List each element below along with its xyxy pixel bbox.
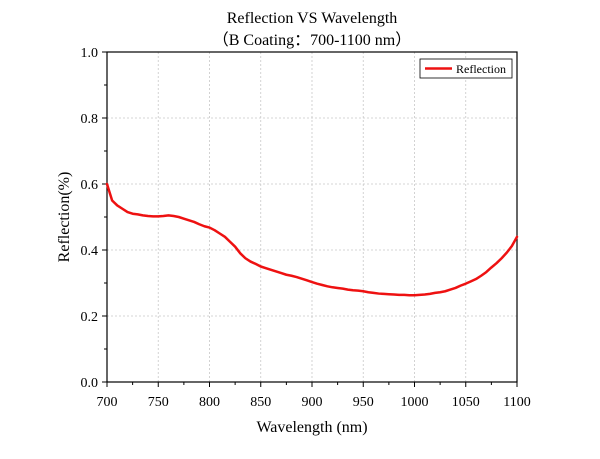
x-tick-label: 1050 <box>452 395 480 410</box>
legend-box <box>419 58 513 79</box>
y-tick-label: 0.8 <box>81 112 99 127</box>
y-tick-label: 0.2 <box>81 310 99 325</box>
x-tick-label: 800 <box>199 395 220 410</box>
x-tick-label: 950 <box>353 395 374 410</box>
chart-title: Reflection VS Wavelength <box>227 10 398 27</box>
reflection-series-line <box>105 182 519 297</box>
y-tick-label: 1.0 <box>81 46 99 61</box>
legend: Reflection <box>419 58 513 79</box>
x-tick-label: 850 <box>250 395 271 410</box>
chart-subtitle: （B Coating：700-1100 nm） <box>213 31 412 49</box>
grid-lines <box>107 52 517 382</box>
x-tick-label: 1000 <box>401 395 429 410</box>
x-tick-label: 750 <box>148 395 169 410</box>
y-tick-label: 0.0 <box>81 376 99 391</box>
x-tick-label: 700 <box>97 395 118 410</box>
y-tick-label: 0.4 <box>81 244 99 259</box>
x-tick-label: 1100 <box>503 395 530 410</box>
y-tick-label: 0.6 <box>81 178 99 193</box>
x-axis-label: Wavelength (nm) <box>256 419 367 436</box>
legend-label: Reflection <box>456 62 506 76</box>
x-tick-label: 900 <box>302 395 323 410</box>
axes: 700 750 800 850 900 950 1000 1050 1100 0.0 0.2 0.4 0… <box>81 46 531 410</box>
y-axis-label: Reflection(%) <box>56 172 73 263</box>
